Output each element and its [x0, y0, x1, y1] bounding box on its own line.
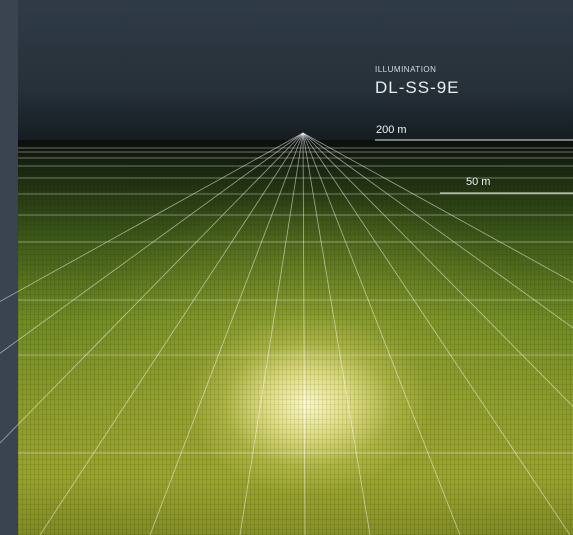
- converging-lines: [0, 132, 573, 535]
- distance-label-50m: 50 m: [466, 176, 491, 188]
- distance-label-200m: 200 m: [376, 124, 407, 136]
- distance-lines: [18, 147, 573, 454]
- left-border-strip: [0, 0, 18, 535]
- model-name: DL-SS-9E: [375, 78, 460, 97]
- grass-texture: [18, 140, 573, 535]
- illuminated-grass-field: [18, 140, 573, 535]
- illumination-caption: ILLUMINATION: [375, 65, 437, 74]
- night-sky: [18, 0, 573, 160]
- distance-marker-lines: [375, 139, 573, 194]
- illumination-label: ILLUMINATION DL-SS-9E: [375, 65, 460, 98]
